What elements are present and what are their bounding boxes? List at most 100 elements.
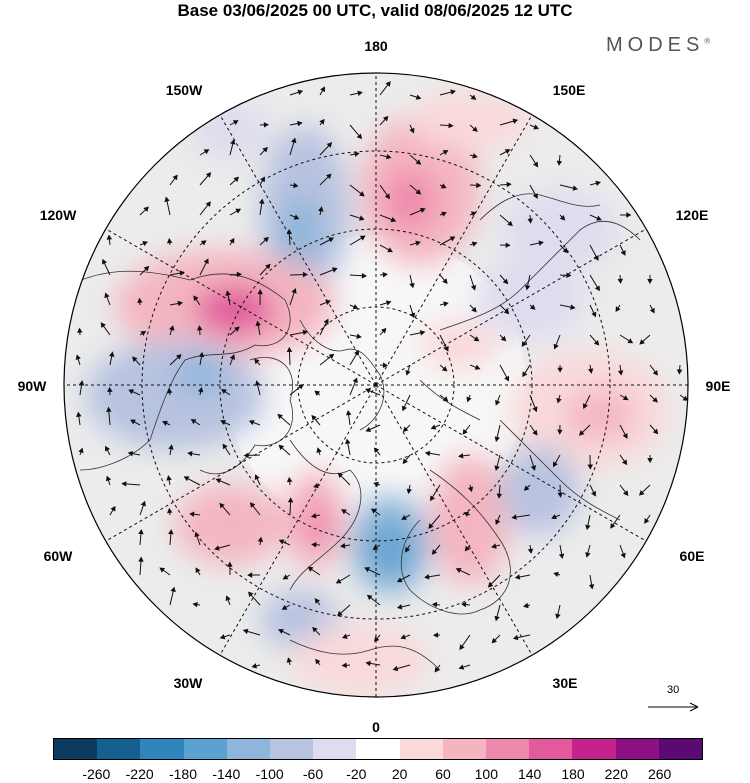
wind-arrow-head bbox=[610, 523, 616, 529]
wind-arrow-head bbox=[365, 426, 372, 432]
colorbar-tick-label: -180 bbox=[168, 766, 198, 782]
wind-arrow-head bbox=[168, 529, 174, 535]
wind-arrow-head bbox=[316, 447, 322, 454]
colorbar-tick-label: 180 bbox=[561, 766, 585, 782]
wind-arrow-head bbox=[409, 282, 415, 289]
wind-arrow-head bbox=[620, 552, 626, 559]
wind-arrow-head bbox=[229, 237, 235, 244]
wind-arrow-head bbox=[649, 307, 655, 314]
wind-arrow-head bbox=[243, 452, 249, 459]
wind-arrow-head bbox=[219, 634, 226, 640]
colorbar-cell bbox=[183, 739, 227, 759]
wind-arrow-head bbox=[587, 368, 594, 374]
wind-arrow-head bbox=[293, 214, 300, 220]
wind-arrow-head bbox=[195, 567, 201, 574]
wind-arrow-head bbox=[357, 90, 363, 97]
wind-arrow-head bbox=[282, 574, 289, 580]
wind-arrow-head bbox=[506, 181, 512, 188]
wind-arrow-head bbox=[572, 185, 579, 191]
wind-arrow-head bbox=[197, 386, 204, 393]
wind-arrow-head bbox=[257, 536, 264, 543]
wind-arrow-head bbox=[366, 594, 373, 601]
wind-arrow-head bbox=[566, 272, 572, 279]
wind-arrow-head bbox=[286, 476, 293, 483]
colorbar bbox=[53, 738, 703, 760]
wind-arrow-head bbox=[392, 665, 399, 672]
wind-arrow-head bbox=[259, 198, 265, 205]
colorbar-cell bbox=[226, 739, 271, 759]
lon-label-90e: 90E bbox=[705, 378, 731, 394]
colorbar-tick-label: 260 bbox=[647, 766, 672, 782]
wind-arrow-head bbox=[265, 263, 271, 270]
wind-arrow-head bbox=[470, 94, 477, 100]
wind-arrow-head bbox=[314, 390, 321, 396]
lon-label-30w: 30W bbox=[173, 675, 203, 691]
wind-arrow-head bbox=[142, 240, 148, 247]
wind-arrow-head bbox=[511, 514, 517, 520]
wind-arrow-head bbox=[595, 180, 602, 187]
wind-vector-field bbox=[75, 81, 688, 673]
wind-arrow-head bbox=[471, 306, 477, 313]
wind-arrow-head bbox=[260, 176, 265, 183]
wind-arrow-head bbox=[448, 122, 454, 129]
wind-arrow-head bbox=[476, 182, 482, 189]
wind-arrow-head bbox=[215, 478, 222, 484]
wind-arrow-head bbox=[232, 120, 239, 126]
wind-arrow-head bbox=[166, 475, 172, 481]
wind-arrow-head bbox=[494, 465, 500, 472]
wind-arrow-head bbox=[365, 660, 371, 667]
wind-arrow-head bbox=[463, 511, 470, 517]
colorbar-tick-label: -260 bbox=[82, 766, 111, 782]
wind-arrow-head bbox=[247, 572, 253, 578]
wind-arrow-head bbox=[588, 584, 595, 590]
wind-arrow-head bbox=[557, 367, 563, 373]
wind-arrow-head bbox=[527, 218, 533, 224]
wind-arrow-head bbox=[443, 301, 449, 307]
wind-arrow-head bbox=[293, 182, 299, 189]
wind-arrow-head bbox=[352, 377, 358, 384]
wind-arrow-head bbox=[415, 240, 421, 246]
wind-arrow-head bbox=[458, 453, 464, 459]
lon-label-60e: 60E bbox=[679, 548, 705, 564]
wind-arrow-head bbox=[307, 566, 314, 572]
wind-arrow-head bbox=[341, 509, 347, 515]
lon-label-90w: 90W bbox=[17, 378, 47, 394]
wind-arrow-head bbox=[428, 523, 434, 529]
wind-arrow-head bbox=[262, 146, 268, 153]
wind-arrow-head bbox=[221, 389, 227, 395]
wind-arrow-head bbox=[302, 271, 309, 278]
wind-arrow-head bbox=[298, 384, 304, 390]
wind-arrow-head bbox=[278, 628, 284, 634]
lon-label-0: 0 bbox=[372, 719, 380, 735]
colorbar-cell bbox=[356, 739, 400, 759]
wind-arrow-head bbox=[585, 552, 591, 558]
wind-arrow-head bbox=[254, 474, 260, 481]
wind-arrow-head bbox=[140, 330, 147, 336]
wind-arrow-head bbox=[203, 149, 210, 155]
brand-text: MODES bbox=[606, 34, 705, 56]
wind-arrow-head bbox=[192, 601, 198, 608]
wind-arrow-head bbox=[593, 255, 599, 261]
wind-arrow-head bbox=[130, 419, 136, 425]
wind-arrow-head bbox=[167, 507, 173, 514]
colorbar-tick-label: -20 bbox=[346, 766, 367, 782]
wind-arrow-head bbox=[249, 502, 256, 508]
wind-arrow-head bbox=[359, 191, 365, 197]
wind-arrow-head bbox=[464, 545, 471, 552]
wind-arrow-head bbox=[196, 325, 203, 331]
wind-arrow-head bbox=[76, 411, 82, 418]
wind-arrow-head bbox=[419, 330, 426, 336]
wind-arrow-head bbox=[622, 433, 628, 439]
wind-arrow-head bbox=[496, 493, 503, 499]
wind-arrow-head bbox=[370, 508, 377, 514]
wind-arrow-head bbox=[473, 336, 480, 342]
wind-arrow-head bbox=[494, 615, 500, 622]
wind-arrow-head bbox=[455, 568, 462, 573]
wind-arrow-head bbox=[140, 500, 146, 507]
wind-arrow-head bbox=[326, 142, 333, 148]
wind-arrow-head bbox=[229, 354, 236, 360]
wind-arrow-head bbox=[594, 285, 600, 292]
colorbar-cell bbox=[97, 739, 141, 759]
wind-arrow-head bbox=[467, 486, 474, 493]
wind-arrow-head bbox=[359, 215, 365, 221]
